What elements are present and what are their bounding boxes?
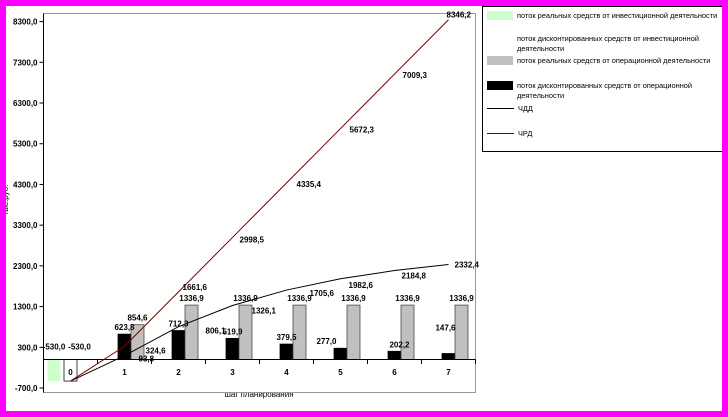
y-tick-label: 300,0 [17, 343, 38, 352]
line-data-label: 1661,6 [183, 283, 208, 292]
legend-label: поток дисконтированных средств от операц… [517, 81, 693, 100]
line-data-label: 1982,6 [349, 281, 374, 290]
bar-series3-step6 [400, 304, 415, 360]
bar-series2-step6 [387, 350, 402, 360]
line-series-4 [70, 264, 449, 382]
y-tick-label: 7300,0 [13, 58, 38, 67]
bar-series2-step4 [279, 343, 294, 360]
bar-data-label: 147,6 [435, 323, 456, 332]
legend-label: поток реальных средств от операционной д… [517, 56, 711, 65]
x-category-label: 1 [122, 368, 127, 377]
y-tick-label: 6300,0 [13, 99, 38, 108]
line-data-label: 2184,8 [402, 272, 427, 281]
bar-data-label: 712,3 [168, 320, 189, 329]
legend-item-chdd: ЧДД [487, 104, 720, 114]
y-tick-label: 5300,0 [13, 140, 38, 149]
x-category-label: 7 [446, 368, 451, 377]
line-data-label: 2332,4 [455, 261, 480, 270]
line-series-5 [70, 19, 449, 382]
bar-data-label: 623,8 [114, 323, 135, 332]
line-data-label: 1326,1 [252, 307, 277, 316]
legend-swatch-invest-real [487, 11, 513, 20]
line-data-label: 93,8 [139, 355, 155, 364]
legend-item-oper-discounted: поток дисконтированных средств от операц… [487, 81, 720, 101]
x-category-label: 4 [284, 368, 289, 377]
chart-legend: поток реальных средств от инвестиционной… [482, 6, 723, 152]
bar-series2-step3 [225, 337, 240, 360]
legend-swatch-oper-discounted [487, 81, 513, 90]
bar-data-label: -530,0 [43, 343, 66, 352]
bar-series2-step7 [441, 353, 456, 360]
bar-series3-step2 [184, 304, 199, 360]
legend-item-invest-discounted: поток дисконтированных средств от инвест… [487, 34, 720, 54]
bar-data-label: 202,2 [389, 340, 410, 349]
legend-item-oper-real: поток реальных средств от операционной д… [487, 56, 720, 66]
x-category-label: 3 [230, 368, 235, 377]
line-data-label: 7009,3 [403, 71, 428, 80]
x-category-label: 0 [68, 368, 73, 377]
bar-data-label: 1336,9 [395, 294, 420, 303]
bar-data-label: 277,0 [316, 337, 337, 346]
bar-data-label: -530,0 [68, 343, 91, 352]
line-data-label: 324,6 [146, 346, 167, 355]
bar-series2-step2 [171, 330, 186, 360]
bar-data-label: 1336,9 [449, 294, 474, 303]
bar-series0-step0 [47, 359, 61, 382]
bar-data-label: 519,9 [222, 327, 243, 336]
bar-data-label: 379,5 [276, 333, 297, 342]
x-axis-title: шаг планирования [224, 390, 293, 399]
legend-line-swatch-chdd [487, 108, 514, 109]
line-data-label: 2998,5 [240, 235, 265, 244]
line-data-label: 8346,2 [447, 11, 472, 20]
bar-series3-step5 [346, 304, 361, 360]
legend-item-invest-real: поток реальных средств от инвестиционной… [487, 11, 720, 21]
line-data-label: 1705,6 [310, 289, 335, 298]
y-tick-label: 4300,0 [13, 180, 38, 189]
line-data-label: 4335,4 [297, 180, 322, 189]
legend-label: поток реальных средств от инвестиционной… [517, 11, 718, 20]
legend-label: поток дисконтированных средств от инвест… [517, 34, 699, 53]
y-tick-label: 2300,0 [13, 262, 38, 271]
y-tick-label: 8300,0 [13, 18, 38, 27]
y-tick-label: 3300,0 [13, 221, 38, 230]
legend-label: ЧРД [518, 129, 533, 138]
x-category-label: 6 [392, 368, 397, 377]
bar-data-label: 1336,9 [341, 294, 366, 303]
line-data-label: 806,1 [206, 327, 227, 336]
legend-swatch-oper-real [487, 56, 513, 65]
x-category-label: 2 [176, 368, 181, 377]
legend-label: ЧДД [518, 104, 533, 113]
line-data-label: 5672,3 [350, 126, 375, 135]
legend-line-swatch-chrd [487, 133, 514, 134]
bar-data-label: 1336,9 [287, 294, 312, 303]
bar-data-label: 854,6 [127, 314, 148, 323]
y-tick-label: -700,0 [15, 384, 38, 393]
bar-series2-step5 [333, 347, 348, 360]
bar-data-label: 1336,9 [233, 294, 258, 303]
y-axis-title: тыс.руб. [1, 185, 10, 216]
legend-swatch-invest-discounted [487, 34, 513, 43]
legend-item-chrd: ЧРД [487, 129, 720, 139]
bar-series3-step7 [454, 304, 469, 360]
y-tick-label: 1300,0 [13, 303, 38, 312]
bar-data-label: 1336,9 [179, 294, 204, 303]
x-category-label: 5 [338, 368, 343, 377]
